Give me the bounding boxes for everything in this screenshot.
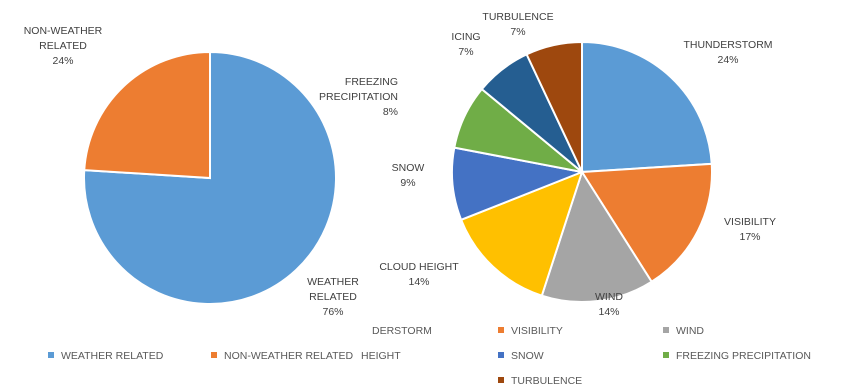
pie-weather-causes [451,40,713,303]
legend-swatch [211,352,217,358]
legend-item-freezing-precipitation: FREEZING PRECIPITATION [663,350,811,362]
data-label-icing: ICING 7% [451,31,480,58]
legend-item-height: HEIGHT [361,350,401,362]
data-label-turbulence: TURBULENCE 7% [482,11,553,38]
data-label-non-weather-related: NON-WEATHER RELATED 24% [24,25,103,67]
legend-label: SNOW [511,350,544,362]
legend-swatch [48,352,54,358]
legend-swatch [498,327,504,333]
legend-item-non-weather-related: NON-WEATHER RELATED [211,350,354,362]
slice-cloud-height [459,170,584,297]
legend-item-snow: SNOW [498,350,544,362]
legend-label: WEATHER RELATED [61,350,164,362]
slice-visibility [580,162,713,284]
data-label-wind: WIND 14% [595,291,623,318]
legend-label: NON-WEATHER RELATED [224,350,354,362]
legend-swatch [663,352,669,358]
legend-swatch [663,327,669,333]
legend-item-wind: WIND [663,325,704,337]
slice-turbulence [525,40,583,173]
legend-item-turbulence: TURBULENCE [498,375,582,387]
legend-item-derstorm: DERSTORM [372,325,432,337]
legend-label: VISIBILITY [511,325,563,337]
data-label-weather-related: WEATHER RELATED 76% [307,276,359,318]
legend-swatch [498,377,504,383]
slice-non-weather-related [83,50,211,180]
data-label-cloud-height: CLOUD HEIGHT 14% [379,261,459,288]
slice-thunderstorm [581,40,713,174]
legend-swatch [498,352,504,358]
legend-item-visibility: VISIBILITY [498,325,563,337]
legend-item-weather-related: WEATHER RELATED [48,350,164,362]
data-label-snow: SNOW 9% [392,162,425,189]
slice-weather-related [83,50,337,305]
pie1-data-labels: WEATHER RELATED 76% NON-WEATHER RELATED 24% [24,25,360,318]
legend-label: FREEZING PRECIPITATION [676,350,811,362]
slice-wind [540,169,654,303]
pie-weather-related [83,50,337,305]
data-label-visibility: VISIBILITY 17% [724,216,776,243]
legend-label: WIND [676,325,704,337]
legend-right: DERSTORM VISIBILITY WIND HEIGHT SNOW FREEZING… [361,325,811,387]
pie2-data-labels: THUNDERSTORM 24% VISIBILITY 17% WIND 14% CLOUD… [319,11,776,318]
data-label-thunderstorm: THUNDERSTORM 24% [683,39,772,66]
data-label-freezing-precipitation: FREEZING PRECIPITATION 8% [319,76,398,118]
legend-label: TURBULENCE [511,375,582,387]
legend-left: WEATHER RELATED NON-WEATHER RELATED [48,350,354,362]
